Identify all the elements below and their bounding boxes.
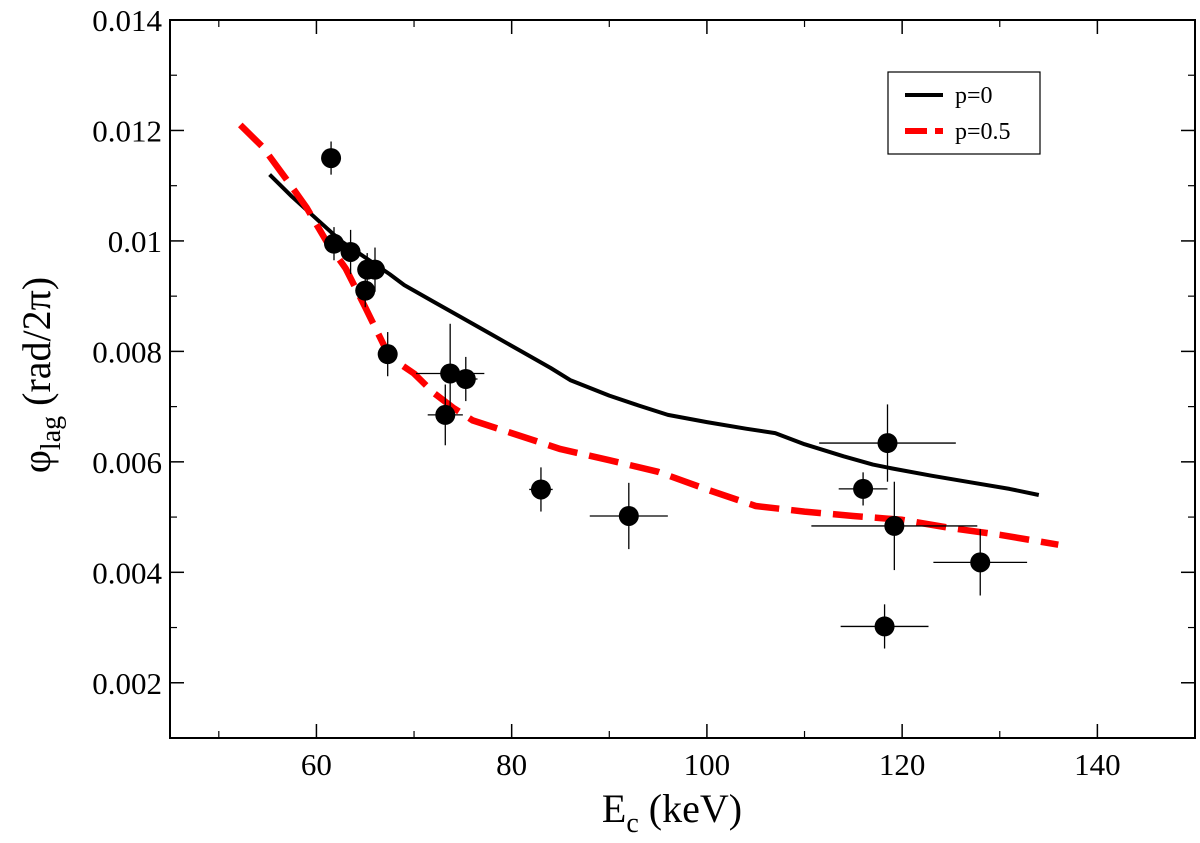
y-axis-subscript: lag: [36, 416, 67, 450]
y-tick-label: 0.004: [92, 555, 162, 590]
data-point: [324, 227, 344, 261]
legend-box: [887, 71, 1041, 155]
data-point: [840, 604, 929, 649]
point-marker: [324, 233, 344, 254]
data-points: [321, 141, 1028, 649]
y-tick-label: 0.006: [92, 445, 162, 480]
x-axis-title: Ec (keV): [602, 786, 742, 839]
series-line-p05: [238, 122, 1059, 548]
minor-ticks: [170, 20, 1195, 738]
point-marker: [618, 505, 639, 526]
series-line-p0: [268, 173, 1040, 497]
data-point: [811, 481, 978, 571]
y-axis-symbol: φ: [14, 450, 59, 473]
point-marker: [377, 344, 398, 365]
x-axis-symbol: E: [602, 786, 626, 831]
legend-label-p05: p=0.5: [955, 119, 1011, 145]
data-point: [355, 274, 376, 308]
point-marker: [884, 515, 905, 536]
data-point: [321, 141, 342, 175]
point-marker: [355, 280, 376, 301]
point-marker: [970, 552, 991, 573]
tick-labels: 60 80 100 120 140 0.002 0.004 0.006 0.008 0.01 0.0…: [92, 3, 1120, 782]
point-marker: [435, 404, 456, 425]
data-point: [340, 229, 361, 275]
data-point: [377, 332, 398, 377]
x-tick-label: 80: [496, 747, 527, 782]
x-tick-label: 140: [1074, 747, 1121, 782]
major-ticks: [170, 19, 1195, 738]
y-tick-label: 0.014: [92, 3, 162, 38]
y-tick-label: 0.012: [92, 113, 162, 148]
series-lines: [238, 122, 1059, 548]
x-tick-label: 60: [301, 747, 332, 782]
legend-label-p0: p=0: [955, 83, 993, 109]
point-marker: [455, 369, 476, 389]
point-marker: [340, 241, 361, 262]
point-marker: [365, 259, 385, 280]
data-point: [819, 404, 956, 482]
data-point: [365, 247, 385, 292]
data-point: [933, 529, 1028, 596]
data-point: [529, 467, 553, 512]
point-marker: [874, 616, 895, 637]
point-marker: [321, 148, 342, 169]
legend: p=0 p=0.5: [887, 71, 1041, 155]
y-axis-title: φlag (rad/2π): [14, 277, 67, 473]
y-tick-label: 0.002: [92, 666, 162, 701]
y-tick-label: 0.01: [108, 224, 162, 259]
data-point: [454, 356, 478, 402]
data-point: [427, 384, 463, 446]
x-tick-label: 100: [684, 747, 731, 782]
point-marker: [530, 479, 551, 500]
point-marker: [853, 478, 874, 499]
x-axis-unit: (keV): [639, 786, 742, 831]
plot-frame: [169, 19, 1196, 739]
point-marker: [877, 433, 898, 454]
y-tick-label: 0.008: [92, 334, 162, 369]
x-tick-label: 120: [879, 747, 926, 782]
data-point: [589, 482, 668, 550]
x-axis-subscript: c: [626, 808, 638, 839]
data-point: [838, 472, 888, 506]
y-axis-unit: (rad/2π): [14, 277, 59, 416]
